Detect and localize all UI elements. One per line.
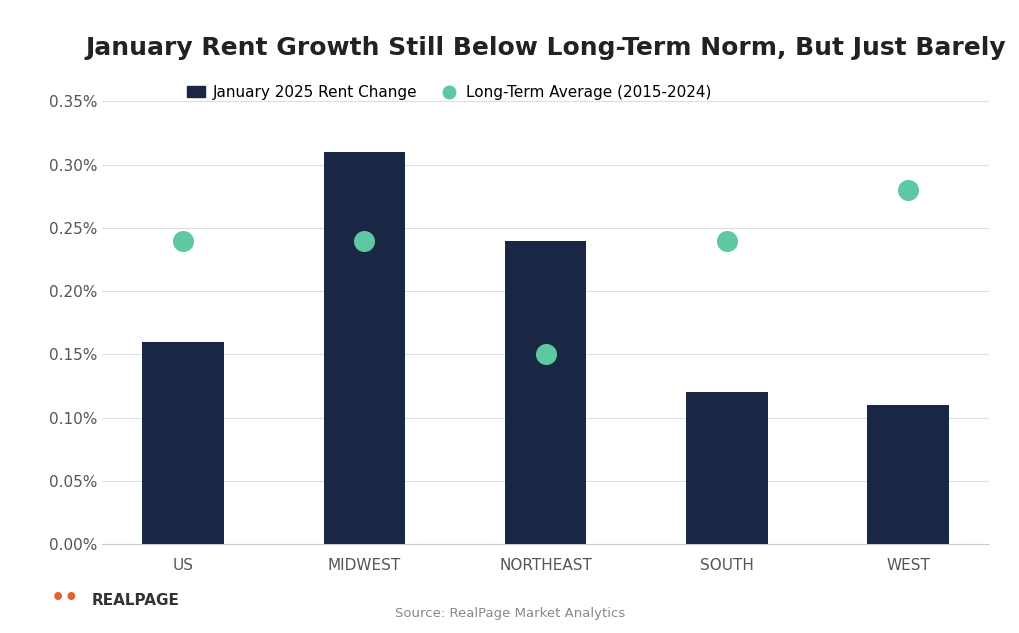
Point bbox=[899, 185, 915, 195]
Text: REALPAGE: REALPAGE bbox=[92, 592, 179, 608]
Bar bbox=[866, 405, 948, 544]
Point bbox=[175, 235, 192, 246]
Point bbox=[356, 235, 372, 246]
Point bbox=[718, 235, 735, 246]
Title: January Rent Growth Still Below Long-Term Norm, But Just Barely: January Rent Growth Still Below Long-Ter… bbox=[86, 36, 1005, 60]
Legend: January 2025 Rent Change, Long-Term Average (2015-2024): January 2025 Rent Change, Long-Term Aver… bbox=[180, 79, 717, 106]
Bar bbox=[686, 392, 767, 544]
Bar bbox=[323, 152, 405, 544]
Text: ••: •• bbox=[51, 587, 79, 608]
Bar bbox=[143, 342, 224, 544]
Bar bbox=[504, 241, 586, 544]
Point bbox=[537, 349, 553, 360]
Text: Source: RealPage Market Analytics: Source: RealPage Market Analytics bbox=[394, 607, 625, 620]
